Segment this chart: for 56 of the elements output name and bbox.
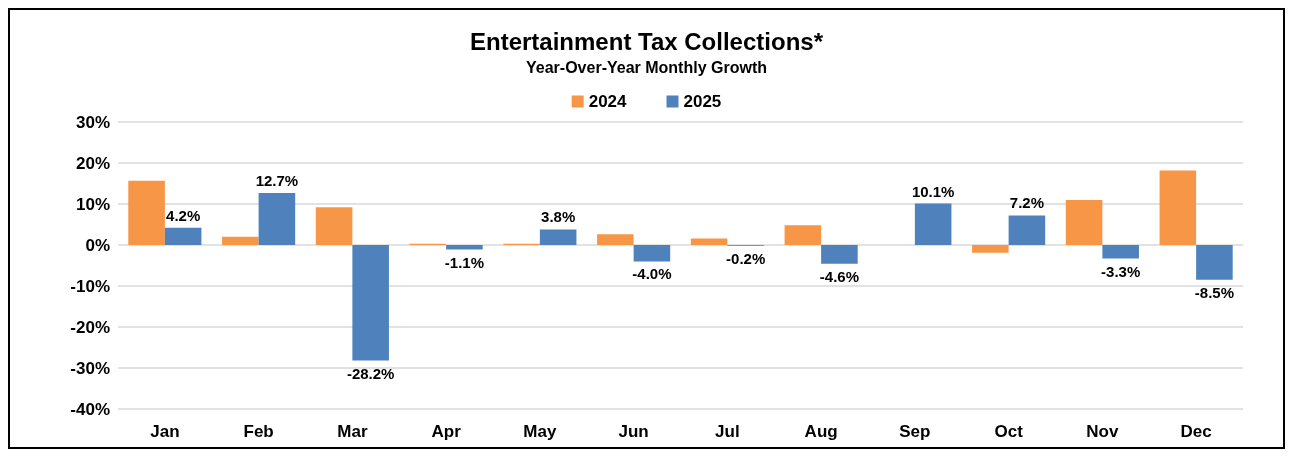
data-label: 12.7% bbox=[255, 171, 299, 189]
x-tick-label: Aug bbox=[804, 422, 838, 441]
bar bbox=[1102, 245, 1139, 259]
legend-label: 2024 bbox=[588, 92, 628, 111]
x-tick-label: Dec bbox=[1180, 422, 1212, 441]
y-tick-label: 10% bbox=[75, 194, 110, 214]
data-label: -1.1% bbox=[444, 253, 484, 271]
x-tick-label: Jan bbox=[150, 422, 180, 441]
bar bbox=[352, 245, 389, 361]
data-label: -8.5% bbox=[1194, 283, 1234, 301]
y-tick-label: -40% bbox=[70, 399, 110, 419]
data-label: 10.1% bbox=[911, 182, 955, 200]
y-tick-label: -30% bbox=[70, 358, 110, 378]
data-label: -28.2% bbox=[346, 364, 395, 382]
bar bbox=[633, 245, 671, 262]
bar bbox=[914, 203, 952, 245]
data-label: 3.8% bbox=[541, 208, 576, 226]
x-tick-label: Feb bbox=[243, 422, 274, 441]
x-tick-label: Oct bbox=[994, 422, 1024, 441]
data-label: -3.3% bbox=[1101, 262, 1141, 280]
data-label: -4.0% bbox=[632, 265, 672, 283]
x-tick-label: Jul bbox=[715, 422, 740, 441]
x-tick-label: Sep bbox=[899, 422, 931, 441]
bar bbox=[1196, 245, 1233, 280]
bar bbox=[597, 234, 634, 245]
bar bbox=[164, 227, 202, 245]
bar bbox=[784, 225, 822, 245]
y-tick-label: -10% bbox=[70, 276, 110, 296]
data-label: 4.2% bbox=[166, 206, 201, 224]
bar bbox=[1008, 215, 1046, 245]
bar bbox=[315, 207, 353, 245]
x-tick-label: May bbox=[523, 422, 557, 441]
bar bbox=[258, 192, 296, 245]
bar bbox=[446, 245, 483, 250]
x-tick-label: Apr bbox=[431, 422, 462, 441]
bar bbox=[539, 229, 577, 245]
bar bbox=[128, 180, 165, 245]
chart-subtitle: Year-Over-Year Monthly Growth bbox=[526, 58, 767, 76]
bar bbox=[1159, 170, 1197, 245]
bar bbox=[972, 245, 1009, 253]
chart-title: Entertainment Tax Collections* bbox=[470, 27, 824, 55]
data-label: 7.2% bbox=[1009, 194, 1045, 212]
y-tick-label: 0% bbox=[85, 235, 110, 255]
bar bbox=[821, 245, 858, 264]
x-tick-label: Mar bbox=[337, 422, 368, 441]
y-tick-label: 20% bbox=[75, 153, 110, 173]
bar bbox=[222, 236, 259, 245]
legend-label: 2025 bbox=[683, 92, 722, 111]
data-label: -0.2% bbox=[726, 249, 766, 267]
y-tick-label: -20% bbox=[70, 317, 110, 337]
x-tick-label: Jun bbox=[618, 422, 649, 441]
bar bbox=[690, 238, 728, 245]
x-tick-label: Nov bbox=[1086, 422, 1119, 441]
data-label: -4.6% bbox=[819, 267, 859, 285]
y-tick-label: 30% bbox=[75, 112, 110, 132]
bar bbox=[1065, 199, 1103, 245]
